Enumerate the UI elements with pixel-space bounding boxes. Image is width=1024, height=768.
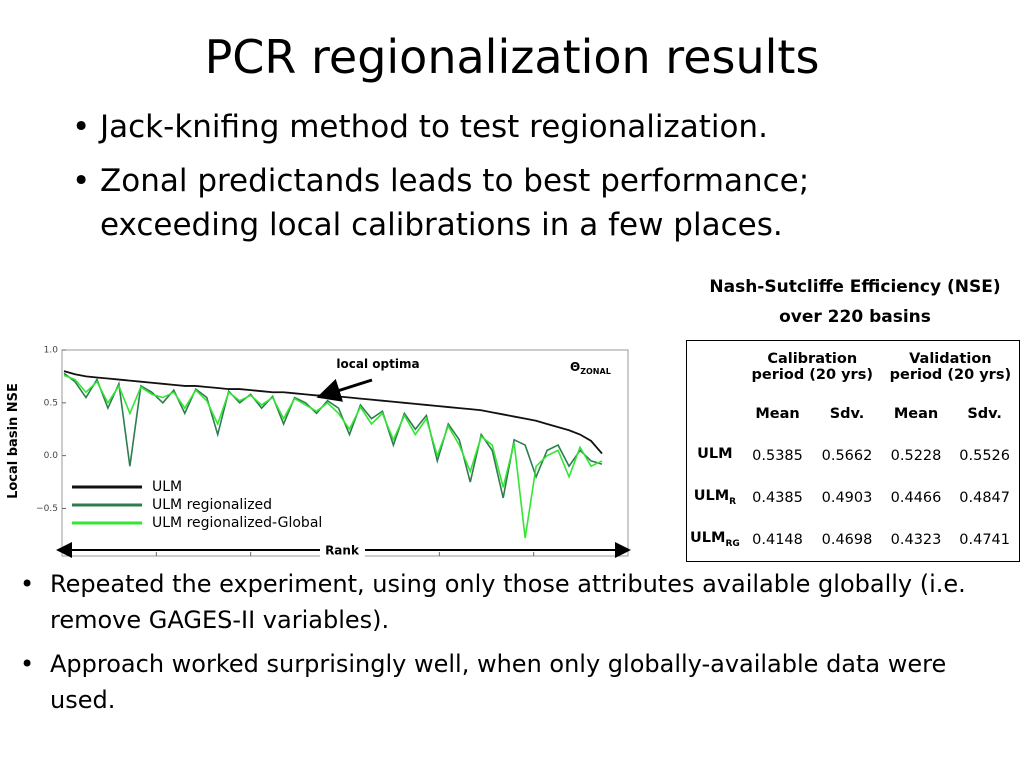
subheader: Sdv.	[829, 405, 865, 422]
row-label: ULM	[697, 446, 733, 463]
top-bullets: Jack-knifing method to test regionalizat…	[72, 105, 972, 257]
subheader: Mean	[893, 405, 939, 422]
legend-label: ULM regionalized	[152, 497, 272, 513]
row-label: ULM	[693, 488, 730, 505]
cell: 0.4698	[821, 531, 873, 548]
series-line	[63, 374, 603, 539]
row-sub: RG	[725, 539, 740, 550]
table-caption: Nash-Sutcliffe Efficiency (NSE) over 220…	[680, 272, 1024, 332]
cell: 0.4741	[959, 531, 1011, 548]
bullet: Repeated the experiment, using only thos…	[20, 566, 1010, 638]
caption-line: Nash-Sutcliffe Efficiency (NSE)	[709, 277, 1001, 297]
cell: 0.4385	[752, 489, 803, 506]
y-tick-label: 0.0	[44, 451, 59, 461]
group-header: Validation period (20 yrs)	[889, 350, 1012, 383]
subheader: Sdv.	[967, 405, 1002, 422]
y-tick-label: 1.0	[44, 346, 59, 356]
y-axis-label: Local basin NSE	[6, 383, 21, 499]
cell: 0.4323	[890, 531, 942, 548]
legend-label: ULM regionalized-Global	[152, 515, 322, 531]
y-tick-label: −0.5	[36, 504, 58, 514]
plot: 1.0 0.5 0.0 −0.5 ULM ULM regionalized ULM regi…	[36, 346, 629, 557]
row-sub: R	[729, 496, 737, 507]
y-tick-label: 0.5	[44, 398, 58, 408]
caption-line: over 220 basins	[779, 307, 931, 327]
series-line	[63, 370, 603, 455]
bullet: Approach worked surprisingly well, when …	[20, 646, 1010, 718]
cell: 0.5526	[959, 447, 1011, 464]
annotation-arrow	[316, 378, 373, 402]
chart: 1.0 0.5 0.0 −0.5 ULM ULM regionalized ULM regi…	[6, 346, 631, 558]
theta-sub: ZONAL	[580, 367, 611, 376]
annotation: local optima	[336, 357, 419, 371]
group-header: Calibration period (20 yrs)	[751, 350, 873, 383]
theta-symbol: Θ	[570, 360, 580, 374]
cell: 0.5228	[890, 447, 942, 464]
rank-bg	[320, 541, 365, 558]
bullet: Zonal predictands leads to best performa…	[72, 159, 972, 247]
cell: 0.4148	[752, 531, 803, 548]
cell: 0.4466	[890, 489, 942, 506]
legend-label: ULM	[152, 479, 182, 495]
bullet: Jack-knifing method to test regionalizat…	[72, 105, 972, 149]
x-axis-label: Rank	[325, 544, 360, 558]
plot-frame	[61, 349, 629, 557]
subheader: Mean	[755, 405, 800, 422]
nse-table: Calibration period (20 yrs) Validation p…	[686, 340, 1020, 562]
row-label: ULM	[690, 530, 726, 547]
theta-annotation: ΘZONAL	[570, 360, 611, 376]
cell: 0.4847	[959, 489, 1011, 506]
slide-title: PCR regionalization results	[204, 30, 820, 84]
cell: 0.5662	[821, 447, 873, 464]
cell: 0.5385	[752, 447, 803, 464]
bottom-bullets: Repeated the experiment, using only thos…	[20, 566, 1010, 726]
cell: 0.4903	[821, 489, 873, 506]
